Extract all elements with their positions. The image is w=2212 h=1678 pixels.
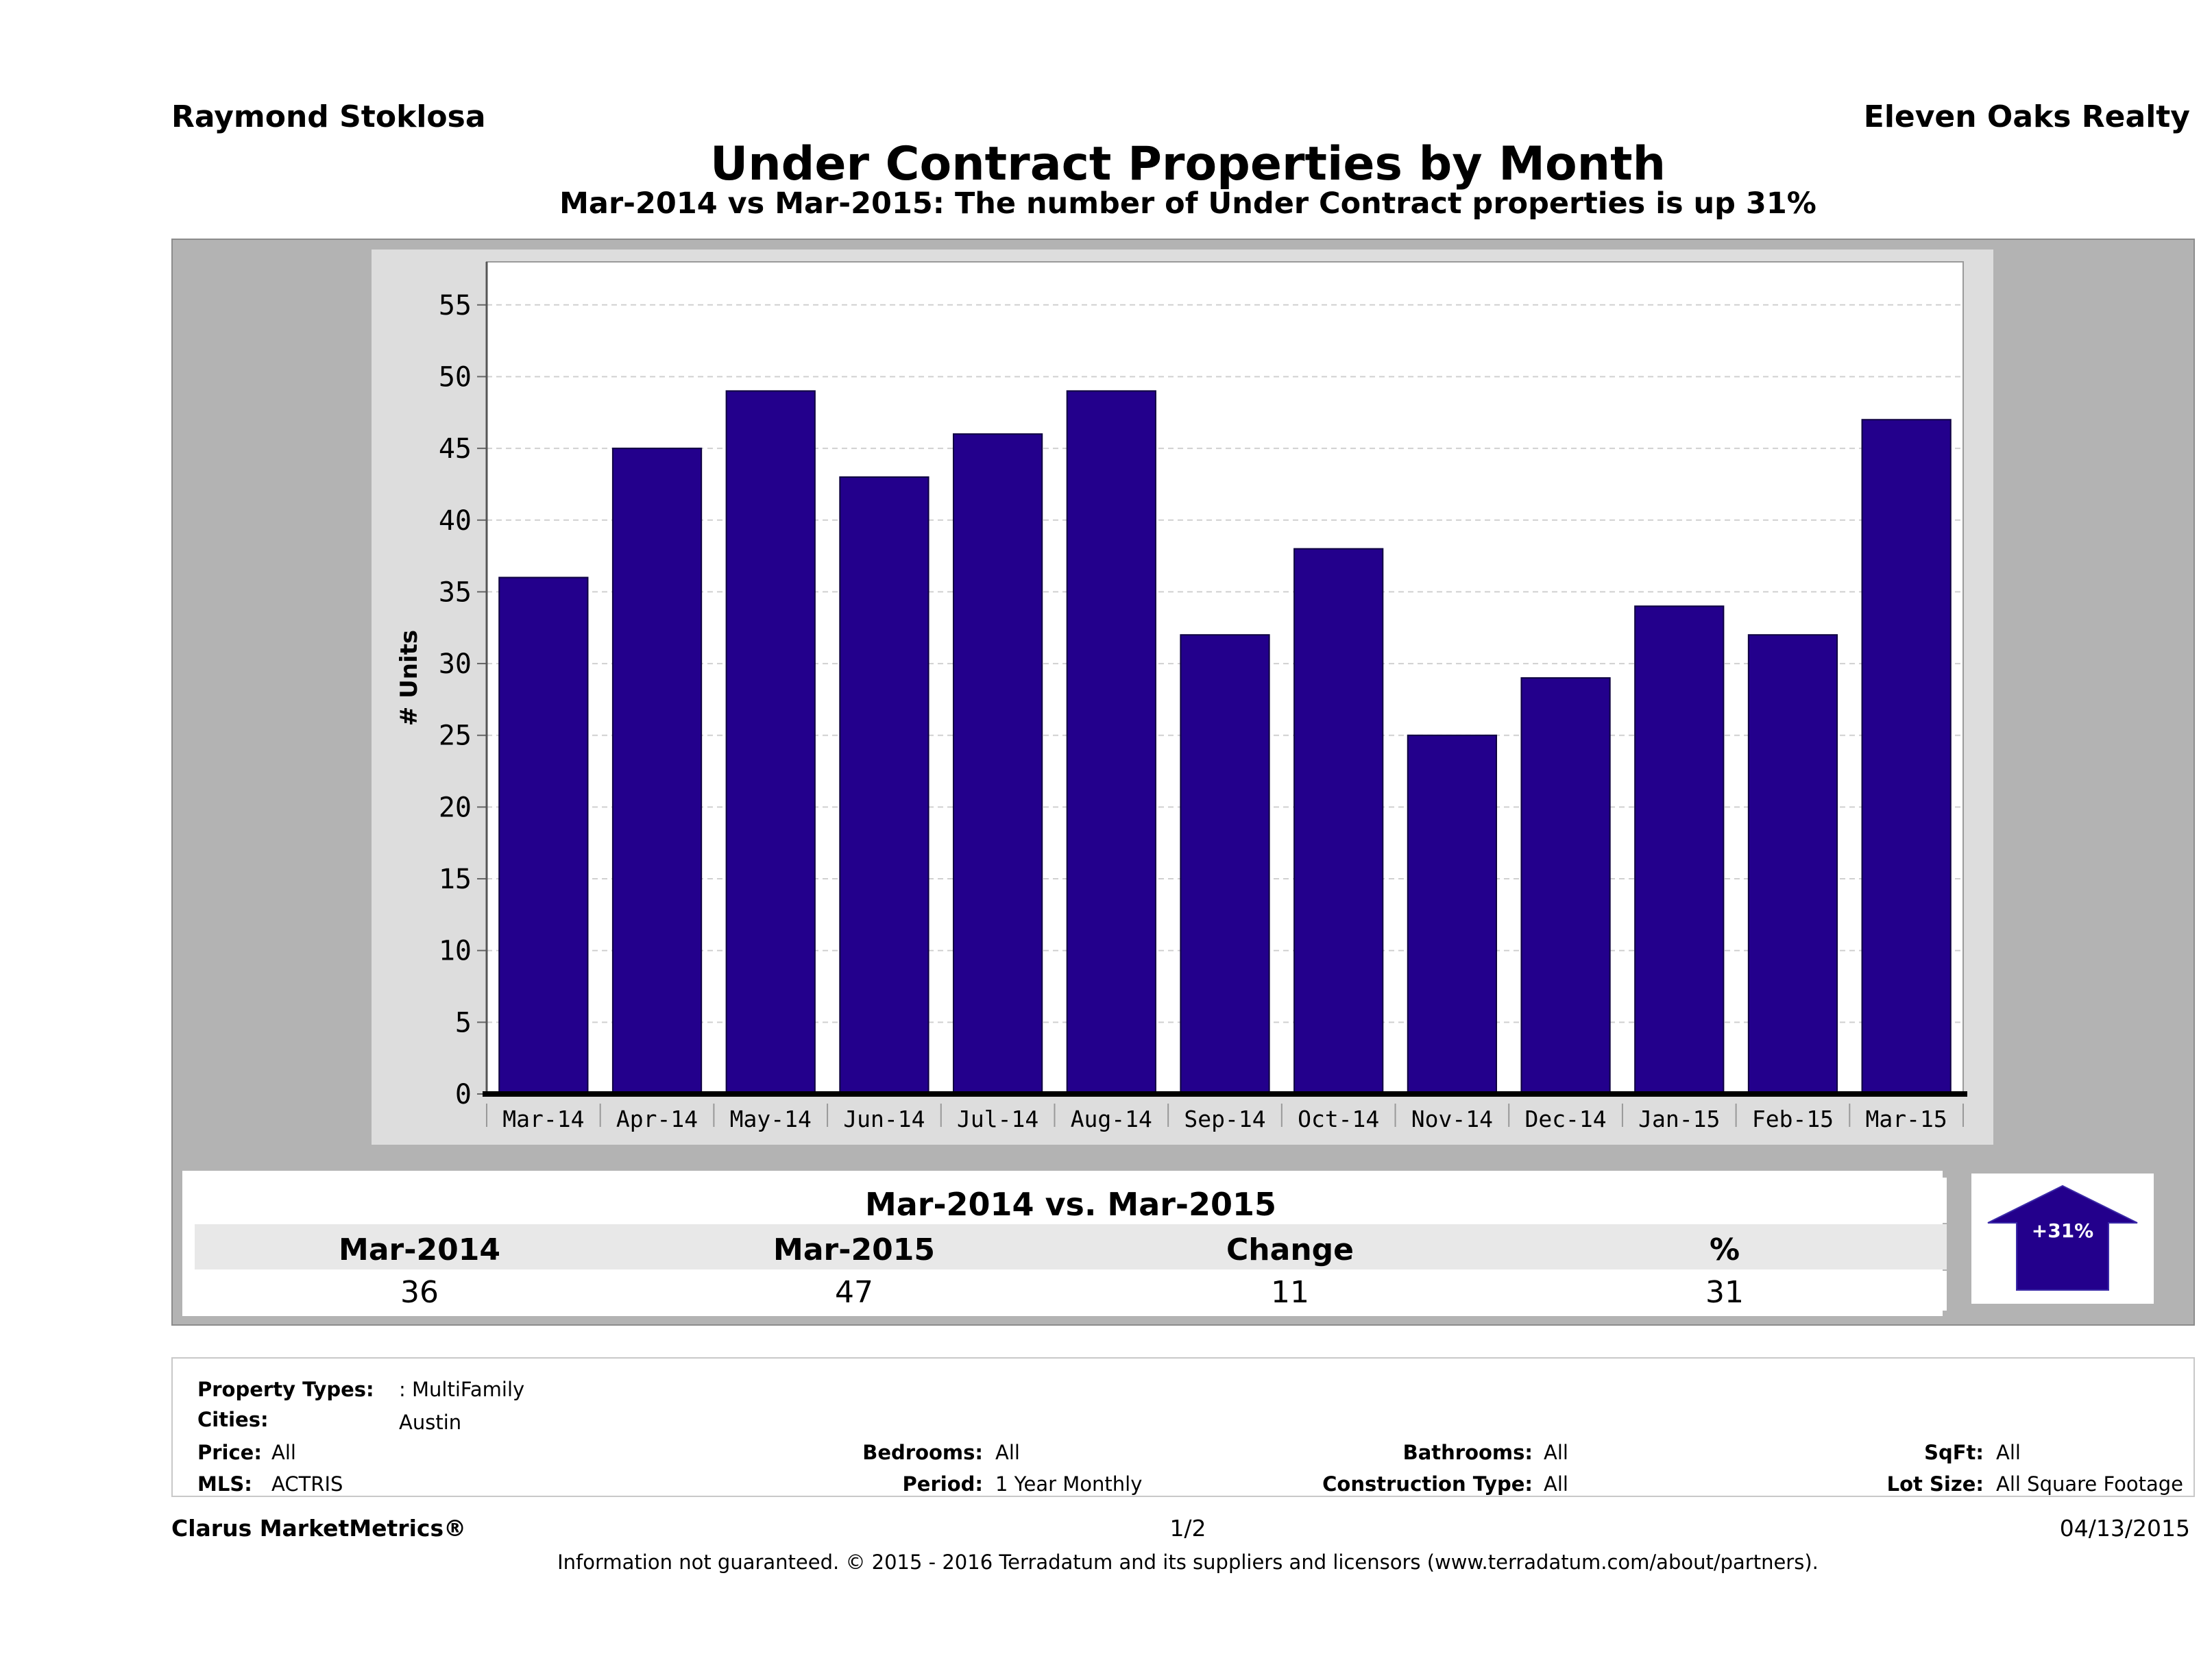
mls-label: MLS: [197, 1472, 252, 1496]
bar [1861, 419, 1952, 1095]
x-tick-label: Mar-15 [1866, 1106, 1947, 1132]
x-tick-label: Feb-15 [1752, 1106, 1834, 1132]
summary-header-change: Change [1226, 1232, 1354, 1267]
sqft-value: All [1996, 1441, 2021, 1464]
change-badge-label: +31% [2032, 1219, 2093, 1242]
summary-table: Mar-2014 vs. Mar-2015 Mar-2014 Mar-2015 … [182, 1171, 1947, 1316]
lot-size-value: All Square Footage [1996, 1472, 2184, 1496]
cities-label: Cities: [197, 1408, 269, 1431]
bar [611, 448, 703, 1095]
y-tick-label: 15 [439, 864, 472, 895]
y-axis-label: # Units [396, 630, 423, 726]
y-tick-label: 25 [439, 720, 472, 752]
price-label: Price: [197, 1441, 262, 1464]
brand-name: Clarus MarketMetrics® [171, 1515, 467, 1542]
summary-value-start: 36 [400, 1275, 439, 1310]
x-tick-label: Jun-14 [843, 1106, 925, 1132]
up-arrow-icon [1987, 1184, 2138, 1291]
summary-value-row: 36 47 11 31 [195, 1271, 1947, 1311]
x-tick-label: Dec-14 [1524, 1106, 1606, 1132]
agent-name: Raymond Stoklosa [171, 99, 486, 134]
y-tick-label: 50 [439, 361, 472, 393]
y-tick-label: 35 [439, 576, 472, 608]
page-number: 1/2 [1169, 1515, 1206, 1542]
x-tick-label: Sep-14 [1184, 1106, 1265, 1132]
y-tick-label: 30 [439, 648, 472, 680]
x-tick-label: Apr-14 [616, 1106, 698, 1132]
cities-value: Austin [399, 1411, 462, 1434]
bar [1747, 634, 1838, 1095]
bathrooms-value: All [1544, 1441, 1568, 1464]
x-tick-label: Jul-14 [957, 1106, 1038, 1132]
x-tick-label: Jan-15 [1638, 1106, 1720, 1132]
mls-value: ACTRIS [271, 1472, 343, 1496]
y-tick-label: 5 [455, 1007, 472, 1038]
sqft-label: SqFt: [1924, 1441, 1984, 1464]
period-label: Period: [902, 1472, 983, 1496]
price-value: All [271, 1441, 296, 1464]
property-types-value: : MultiFamily [399, 1378, 525, 1401]
y-tick-label: 40 [439, 505, 472, 537]
bar [1520, 677, 1611, 1095]
summary-title-row: Mar-2014 vs. Mar-2015 [195, 1178, 1947, 1223]
summary-value-percent: 31 [1705, 1275, 1744, 1310]
company-name: Eleven Oaks Realty [1863, 99, 2190, 134]
bar [1293, 548, 1384, 1095]
summary-header-row: Mar-2014 Mar-2015 Change % [195, 1224, 1947, 1269]
summary-header-start: Mar-2014 [339, 1232, 500, 1267]
summary-header-percent: % [1709, 1232, 1740, 1267]
period-value: 1 Year Monthly [995, 1472, 1143, 1496]
x-tick-label: Mar-14 [502, 1106, 584, 1132]
summary-header-end: Mar-2015 [773, 1232, 935, 1267]
bedrooms-value: All [995, 1441, 1020, 1464]
lot-size-label: Lot Size: [1886, 1472, 1984, 1496]
y-tick-label: 0 [455, 1079, 472, 1110]
bar [839, 476, 929, 1095]
bar [952, 433, 1043, 1095]
summary-title: Mar-2014 vs. Mar-2015 [864, 1186, 1277, 1223]
filter-info-box: Property Types: : MultiFamily Cities: Au… [171, 1357, 2195, 1497]
summary-value-change: 11 [1271, 1275, 1309, 1310]
x-tick-label: Nov-14 [1411, 1106, 1493, 1132]
disclaimer: Information not guaranteed. © 2015 - 201… [557, 1551, 1819, 1574]
construction-type-label: Construction Type: [1322, 1472, 1533, 1496]
chart-title: Under Contract Properties by Month [710, 137, 1666, 191]
bar [1180, 634, 1270, 1095]
summary-value-end: 47 [835, 1275, 873, 1310]
y-tick-label: 55 [439, 290, 472, 321]
bar [725, 390, 816, 1095]
x-tick-label: May-14 [730, 1106, 812, 1132]
y-tick-label: 45 [439, 433, 472, 465]
chart-subtitle: Mar-2014 vs Mar-2015: The number of Unde… [559, 186, 1816, 221]
bar-chart: 0 5 10 15 20 25 30 35 40 45 50 55 Mar-14 Apr-14 May-14… [396, 261, 1967, 1132]
bedrooms-label: Bedrooms: [862, 1441, 983, 1464]
change-badge: +31% [1971, 1174, 2154, 1304]
bar [1066, 390, 1156, 1095]
x-tick-label: Aug-14 [1071, 1106, 1152, 1132]
report-date: 04/13/2015 [2059, 1515, 2190, 1542]
construction-type-value: All [1544, 1472, 1568, 1496]
x-tick-label: Oct-14 [1298, 1106, 1379, 1132]
chart-area: 0 5 10 15 20 25 30 35 40 45 50 55 Mar-14 Apr-14 May-14… [372, 250, 1993, 1145]
bar [1407, 734, 1498, 1095]
property-types-label: Property Types: [197, 1378, 374, 1401]
bar [1634, 605, 1725, 1095]
bathrooms-label: Bathrooms: [1402, 1441, 1533, 1464]
y-tick-label: 10 [439, 936, 472, 967]
y-tick-label: 20 [439, 792, 472, 823]
bar [498, 576, 589, 1095]
